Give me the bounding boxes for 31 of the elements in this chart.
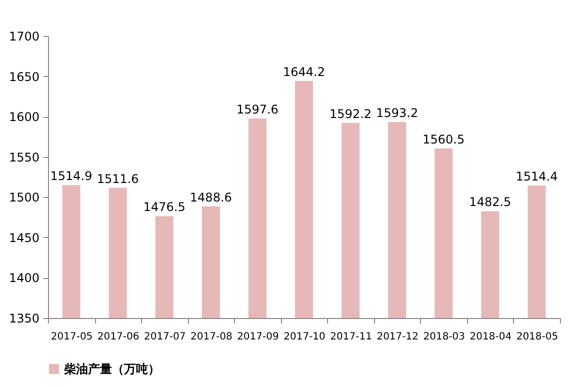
data-label: 1560.5 [422,132,465,146]
x-tick-label: 2018-04 [470,332,512,342]
data-label: 1592.2 [330,106,372,121]
data-label: 1514.4 [516,170,558,184]
data-label: 1514.9 [50,169,92,184]
x-tick-label: 2017-05 [50,332,93,342]
x-tick-label: 2017-07 [144,332,186,342]
data-label: 1476.5 [143,200,186,214]
y-tick-label: 1600 [8,110,40,124]
x-tick-label: 2018-05 [516,332,558,342]
y-tick-label: 1450 [8,230,40,245]
y-tick-label: 1400 [8,271,40,286]
x-tick-label: 2017-11 [330,332,372,342]
y-tick-label: 1350 [8,312,40,326]
data-label: 1511.6 [96,172,139,186]
y-tick-label: 1700 [8,30,40,44]
y-tick-label: 1650 [8,70,40,84]
data-label: 1597.6 [236,102,278,117]
legend-label: 柴油产量（万吨） [63,362,160,376]
data-label: 1488.6 [190,190,232,204]
x-tick-label: 2018-03 [423,332,466,342]
y-tick-label: 1550 [8,150,40,164]
data-label: 1593.2 [376,106,418,120]
data-label: 1482.5 [469,195,512,210]
x-tick-label: 2017-12 [376,332,418,342]
data-label: 1644.2 [283,64,325,79]
x-tick-label: 2017-08 [190,332,232,342]
y-tick-label: 1500 [8,190,40,205]
x-tick-label: 2017-06 [97,332,140,342]
x-tick-label: 2017-10 [284,332,326,342]
x-tick-label: 2017-09 [237,332,279,342]
